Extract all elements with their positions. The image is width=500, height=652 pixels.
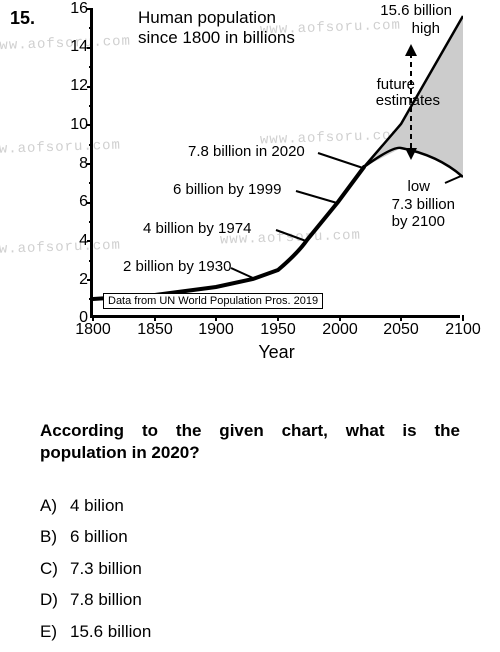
annot-high-val: 15.6 billion: [380, 2, 452, 19]
xtick-1900: 1900: [198, 321, 234, 339]
arrow-down: [405, 148, 417, 160]
leader-1999: [296, 191, 337, 203]
question-text-l2: population in 2020?: [40, 443, 460, 463]
option-e-text: 15.6 billion: [70, 622, 151, 641]
annot-low-val: 7.3 billion: [392, 196, 455, 213]
xtick-1950: 1950: [260, 321, 296, 339]
option-c[interactable]: C)7.3 billion: [40, 553, 151, 584]
ytick-14: 14: [63, 38, 88, 56]
chart-title-l2: since 1800 in billions: [138, 28, 295, 47]
annot-low-year: by 2100: [392, 213, 445, 230]
xtick-1800: 1800: [75, 321, 111, 339]
option-a-text: 4 bilion: [70, 496, 124, 515]
leader-1930: [231, 268, 253, 278]
ytick-12: 12: [63, 77, 88, 95]
x-axis-label: Year: [93, 342, 460, 363]
annot-1930: 2 billion by 1930: [123, 258, 231, 275]
leader-1974: [276, 230, 306, 241]
chart-title: Human population since 1800 in billions: [138, 8, 338, 47]
annot-future: future: [377, 76, 415, 93]
option-e[interactable]: E)15.6 billion: [40, 616, 151, 647]
chart-title-l1: Human population: [138, 8, 276, 27]
arrow-up: [405, 44, 417, 56]
option-c-text: 7.3 billion: [70, 559, 142, 578]
ytick-10: 10: [63, 116, 88, 134]
ytick-6: 6: [63, 193, 88, 211]
annot-high: high: [412, 20, 440, 37]
ytick-4: 4: [63, 232, 88, 250]
option-b-text: 6 billion: [70, 527, 128, 546]
annot-1974: 4 billion by 1974: [143, 220, 251, 237]
question-number: 15.: [10, 8, 35, 29]
xtick-2100: 2100: [445, 321, 481, 339]
annot-1999: 6 billion by 1999: [173, 181, 281, 198]
leader-2020: [318, 153, 363, 168]
ytick-2: 2: [63, 271, 88, 289]
chart-container: 16 14 12 10 8 6 4 2 0 1800 1850 1900 195…: [60, 8, 460, 358]
chart-credit: Data from UN World Population Pros. 2019: [103, 293, 323, 309]
plot-area: 16 14 12 10 8 6 4 2 0 1800 1850 1900 195…: [90, 8, 460, 318]
annot-low: low: [407, 178, 430, 195]
option-d[interactable]: D)7.8 billion: [40, 584, 151, 615]
ytick-16: 16: [63, 0, 88, 18]
xtick-2000: 2000: [322, 321, 358, 339]
leader-low: [445, 176, 461, 183]
option-a[interactable]: A)4 bilion: [40, 490, 151, 521]
annot-2020: 7.8 billion in 2020: [188, 143, 305, 160]
xtick-2050: 2050: [383, 321, 419, 339]
option-b[interactable]: B)6 billion: [40, 521, 151, 552]
option-d-text: 7.8 billion: [70, 590, 142, 609]
question-text-l1: According to the given chart, what is th…: [40, 420, 460, 443]
answer-options: A)4 bilion B)6 billion C)7.3 billion D)7…: [40, 490, 151, 647]
xtick-1850: 1850: [137, 321, 173, 339]
ytick-8: 8: [63, 155, 88, 173]
annot-estimates: estimates: [376, 92, 440, 109]
